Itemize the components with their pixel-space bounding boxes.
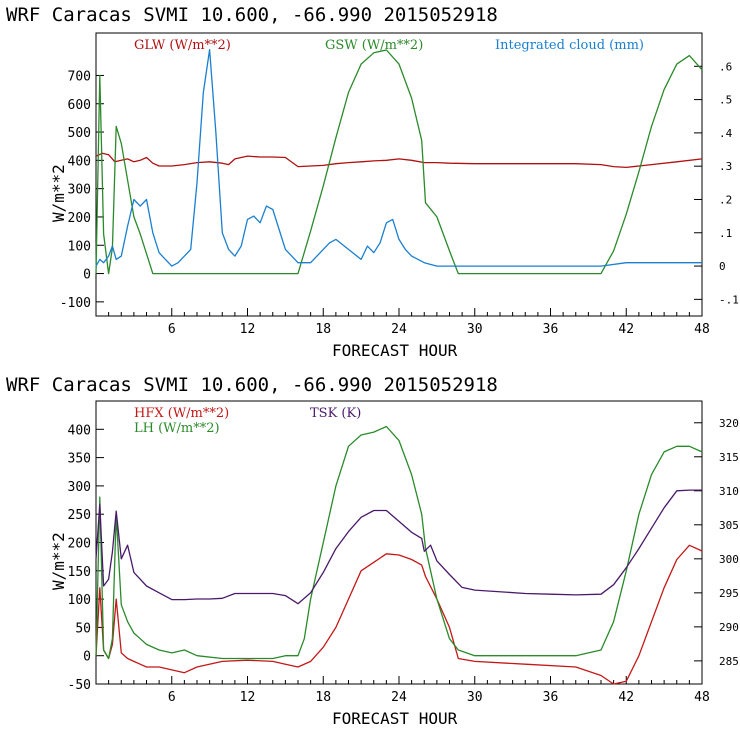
bottom-ytick-label: 400	[68, 423, 91, 438]
bottom-xtick-label: 6	[168, 690, 176, 705]
legend-glw: GLW (W/m**2)	[134, 38, 231, 53]
top-xtick-label: 42	[618, 322, 634, 337]
bottom-ylabel: W/m**2	[49, 532, 68, 590]
top-ytick-label: 200	[68, 211, 91, 226]
top-y2tick-label: .5	[719, 94, 732, 107]
bottom-ytick-label: 50	[75, 621, 91, 636]
top-ytick-label: 0	[83, 268, 91, 283]
bottom-xlabel: FORECAST HOUR	[332, 709, 458, 728]
bottom-xtick-label: 42	[618, 690, 634, 705]
top-y2tick-label: 0	[719, 260, 726, 273]
top-y2tick-label: .1	[719, 227, 732, 240]
bottom-y2tick-label: 315	[719, 451, 739, 464]
bottom-series-group	[95, 425, 703, 685]
bottom-ytick-label: 300	[68, 480, 91, 495]
top-xtick-label: 36	[543, 322, 559, 337]
top-xtick-label: 30	[467, 322, 483, 337]
top-y2tick-label: .4	[719, 127, 733, 140]
top-ytick-label: 700	[68, 69, 91, 84]
legend-lh: LH (W/m**2)	[134, 421, 220, 436]
bottom-xtick-label: 24	[391, 690, 407, 705]
top-series-glw	[95, 152, 703, 169]
bottom-y2tick-label: 285	[719, 655, 739, 668]
bottom-ytick-label: 200	[68, 537, 91, 552]
top-series-integrated	[95, 48, 702, 267]
top-ytick-label: -100	[60, 296, 91, 311]
top-ylabel: W/m**2	[49, 164, 68, 222]
bottom-y2tick-label: 290	[719, 621, 739, 634]
top-xtick-label: 48	[694, 322, 710, 337]
bottom-xtick-label: 18	[315, 690, 331, 705]
bottom-ytick-label: 0	[83, 650, 91, 665]
bottom-ytick-label: -50	[68, 678, 91, 693]
bottom-xtick-label: 48	[694, 690, 710, 705]
top-xtick-label: 6	[168, 322, 176, 337]
bottom-ytick-label: 100	[68, 593, 91, 608]
top-title: WRF Caracas SVMI 10.600, -66.990 2015052…	[6, 4, 498, 26]
top-series-gsw	[95, 49, 703, 275]
legend-tsk: TSK (K)	[310, 406, 361, 421]
bottom-y2tick-label: 305	[719, 519, 739, 532]
bottom-series-tsk	[95, 489, 702, 605]
top-series-group	[95, 48, 703, 275]
bottom-ytick-label: 150	[68, 565, 91, 580]
top-xlabel: FORECAST HOUR	[332, 341, 458, 360]
bottom-ytick-label: 350	[68, 452, 91, 467]
top-xtick-label: 18	[315, 322, 331, 337]
legend-hfx: HFX (W/m**2)	[134, 406, 229, 421]
bottom-series-lh	[95, 425, 703, 660]
bottom-axes: 6 12 18 24 30 36 42 48 -50 0 50 100 150 200 250 300 350 4…	[68, 417, 739, 705]
top-ytick-label: 600	[68, 98, 91, 113]
top-axes: 6 12 18 24 30 36 42 48 -100 0 100 200 300 400 500 600 70…	[60, 60, 739, 337]
bottom-y2tick-label: 310	[719, 485, 739, 498]
top-panel: WRF Caracas SVMI 10.600, -66.990 2015052…	[6, 4, 739, 360]
bottom-plot-frame	[95, 400, 703, 685]
bottom-xtick-label: 36	[543, 690, 559, 705]
bottom-panel: WRF Caracas SVMI 10.600, -66.990 2015052…	[6, 374, 739, 728]
top-y2tick-label: .6	[719, 60, 732, 73]
top-xtick-label: 12	[240, 322, 256, 337]
bottom-ytick-label: 250	[68, 508, 91, 523]
top-y2tick-label: -.1	[719, 293, 739, 306]
top-ytick-label: 300	[68, 183, 91, 198]
top-ytick-label: 100	[68, 239, 91, 254]
bottom-y2tick-label: 320	[719, 417, 739, 430]
top-y2tick-label: .3	[719, 160, 732, 173]
bottom-xtick-label: 12	[240, 690, 256, 705]
bottom-title: WRF Caracas SVMI 10.600, -66.990 2015052…	[6, 374, 498, 396]
bottom-y2tick-label: 300	[719, 553, 739, 566]
bottom-series-hfx	[95, 544, 703, 685]
legend-cloud: Integrated cloud (mm)	[495, 38, 644, 53]
bottom-y2tick-label: 295	[719, 587, 739, 600]
top-ytick-label: 500	[68, 126, 91, 141]
top-ytick-label: 400	[68, 154, 91, 169]
legend-gsw: GSW (W/m**2)	[325, 38, 423, 53]
bottom-xtick-label: 30	[467, 690, 483, 705]
top-xtick-label: 24	[391, 322, 407, 337]
top-y2tick-label: .2	[719, 193, 732, 206]
